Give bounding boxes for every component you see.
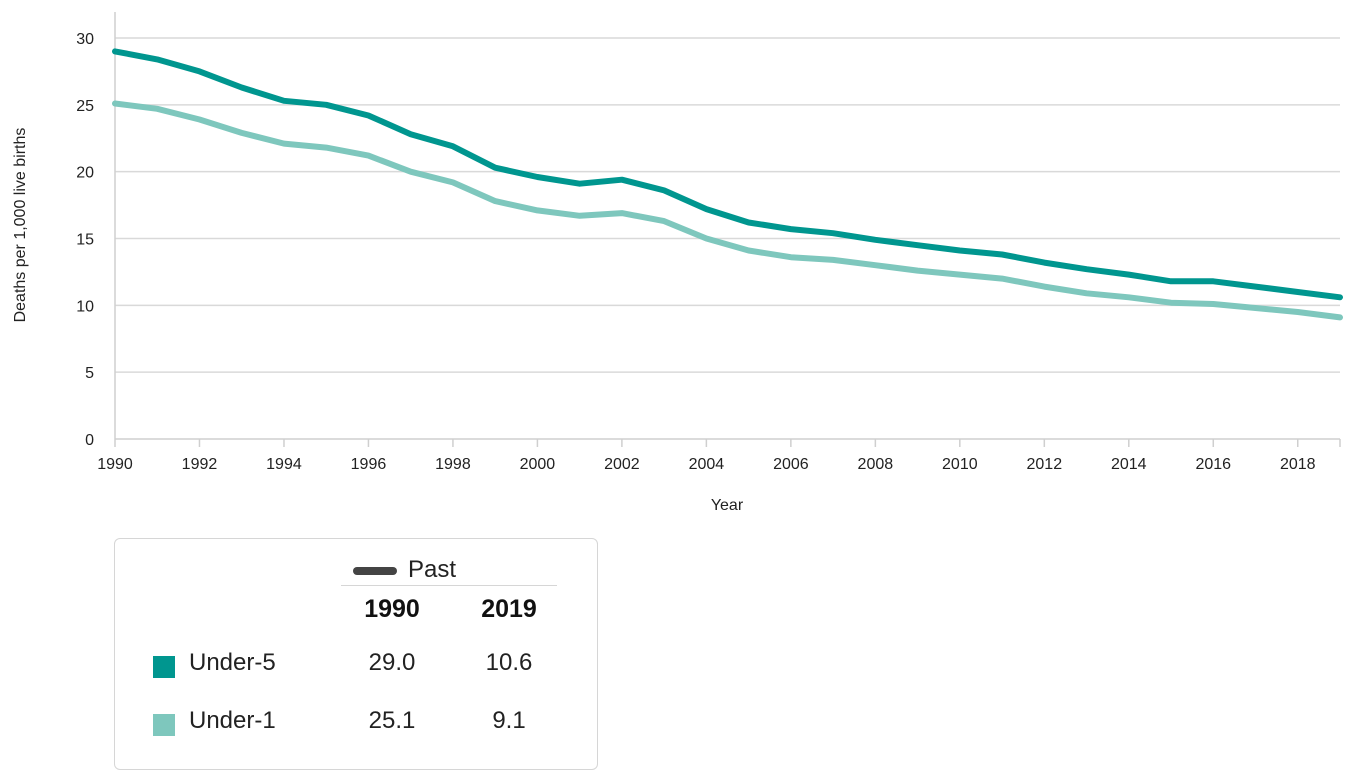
x-tick-label: 1996: [351, 456, 387, 473]
x-tick-label: 1998: [435, 456, 471, 473]
under-5-swatch: [153, 656, 175, 678]
x-tick-label: 2016: [1195, 456, 1231, 473]
x-tick-label: 2010: [942, 456, 978, 473]
y-tick-label: 0: [85, 432, 94, 449]
value-2019: 10.6: [485, 649, 533, 676]
y-tick-label: 15: [76, 232, 94, 249]
x-tick-label: 2014: [1111, 456, 1147, 473]
y-tick-label: 10: [76, 298, 94, 315]
x-tick-label: 2006: [773, 456, 809, 473]
x-tick-label: 2000: [520, 456, 556, 473]
y-tick-label: 25: [76, 98, 94, 115]
x-tick-label: 2008: [858, 456, 894, 473]
legend-row-under-1[interactable]: Under-1 25.1 9.1: [115, 703, 597, 743]
column-header-2019: 2019: [481, 595, 537, 623]
value-1990: 29.0: [368, 649, 416, 676]
past-line-swatch: [353, 567, 397, 575]
x-tick-label: 1994: [266, 456, 302, 473]
y-tick-labels: 0 5 10 15 20 25 30: [76, 31, 94, 449]
line-chart: 0 5 10 15 20 25 30 1990 1992 1994 1996 1998 2000 200…: [12, 12, 1343, 514]
past-label: Past: [408, 556, 457, 583]
x-tick-label: 2002: [604, 456, 640, 473]
series-name: Under-5: [189, 649, 276, 676]
column-header-1990: 1990: [364, 595, 420, 623]
under-1-swatch: [153, 714, 175, 736]
y-tick-label: 5: [85, 365, 94, 382]
axes: [114, 12, 1340, 440]
series-line-under-1[interactable]: [112, 100, 1343, 321]
x-tick-label: 2004: [689, 456, 725, 473]
y-tick-label: 30: [76, 31, 94, 48]
series-lines: [112, 48, 1343, 321]
legend-table: Past 1990 2019 Under-5 29.0 10.6 Under-1…: [114, 538, 598, 770]
legend-row-under-5[interactable]: Under-5 29.0 10.6: [115, 645, 597, 685]
series-name: Under-1: [189, 707, 276, 734]
grid-lines: [115, 37, 1340, 373]
x-tick-label: 2012: [1027, 456, 1063, 473]
y-axis-title: Deaths per 1,000 live births: [12, 128, 29, 323]
series-line-under-5[interactable]: [112, 48, 1343, 301]
value-1990: 25.1: [368, 707, 416, 734]
x-axis-title: Year: [711, 497, 744, 514]
x-tick-label: 1990: [97, 456, 133, 473]
y-tick-label: 20: [76, 165, 94, 182]
legend-heading: Past: [341, 547, 557, 586]
x-tick-label: 2018: [1280, 456, 1316, 473]
value-2019: 9.1: [492, 707, 526, 734]
x-tick-label: 1992: [182, 456, 218, 473]
x-tick-labels: 1990 1992 1994 1996 1998 2000 2002 2004 2006 2008…: [97, 439, 1341, 473]
